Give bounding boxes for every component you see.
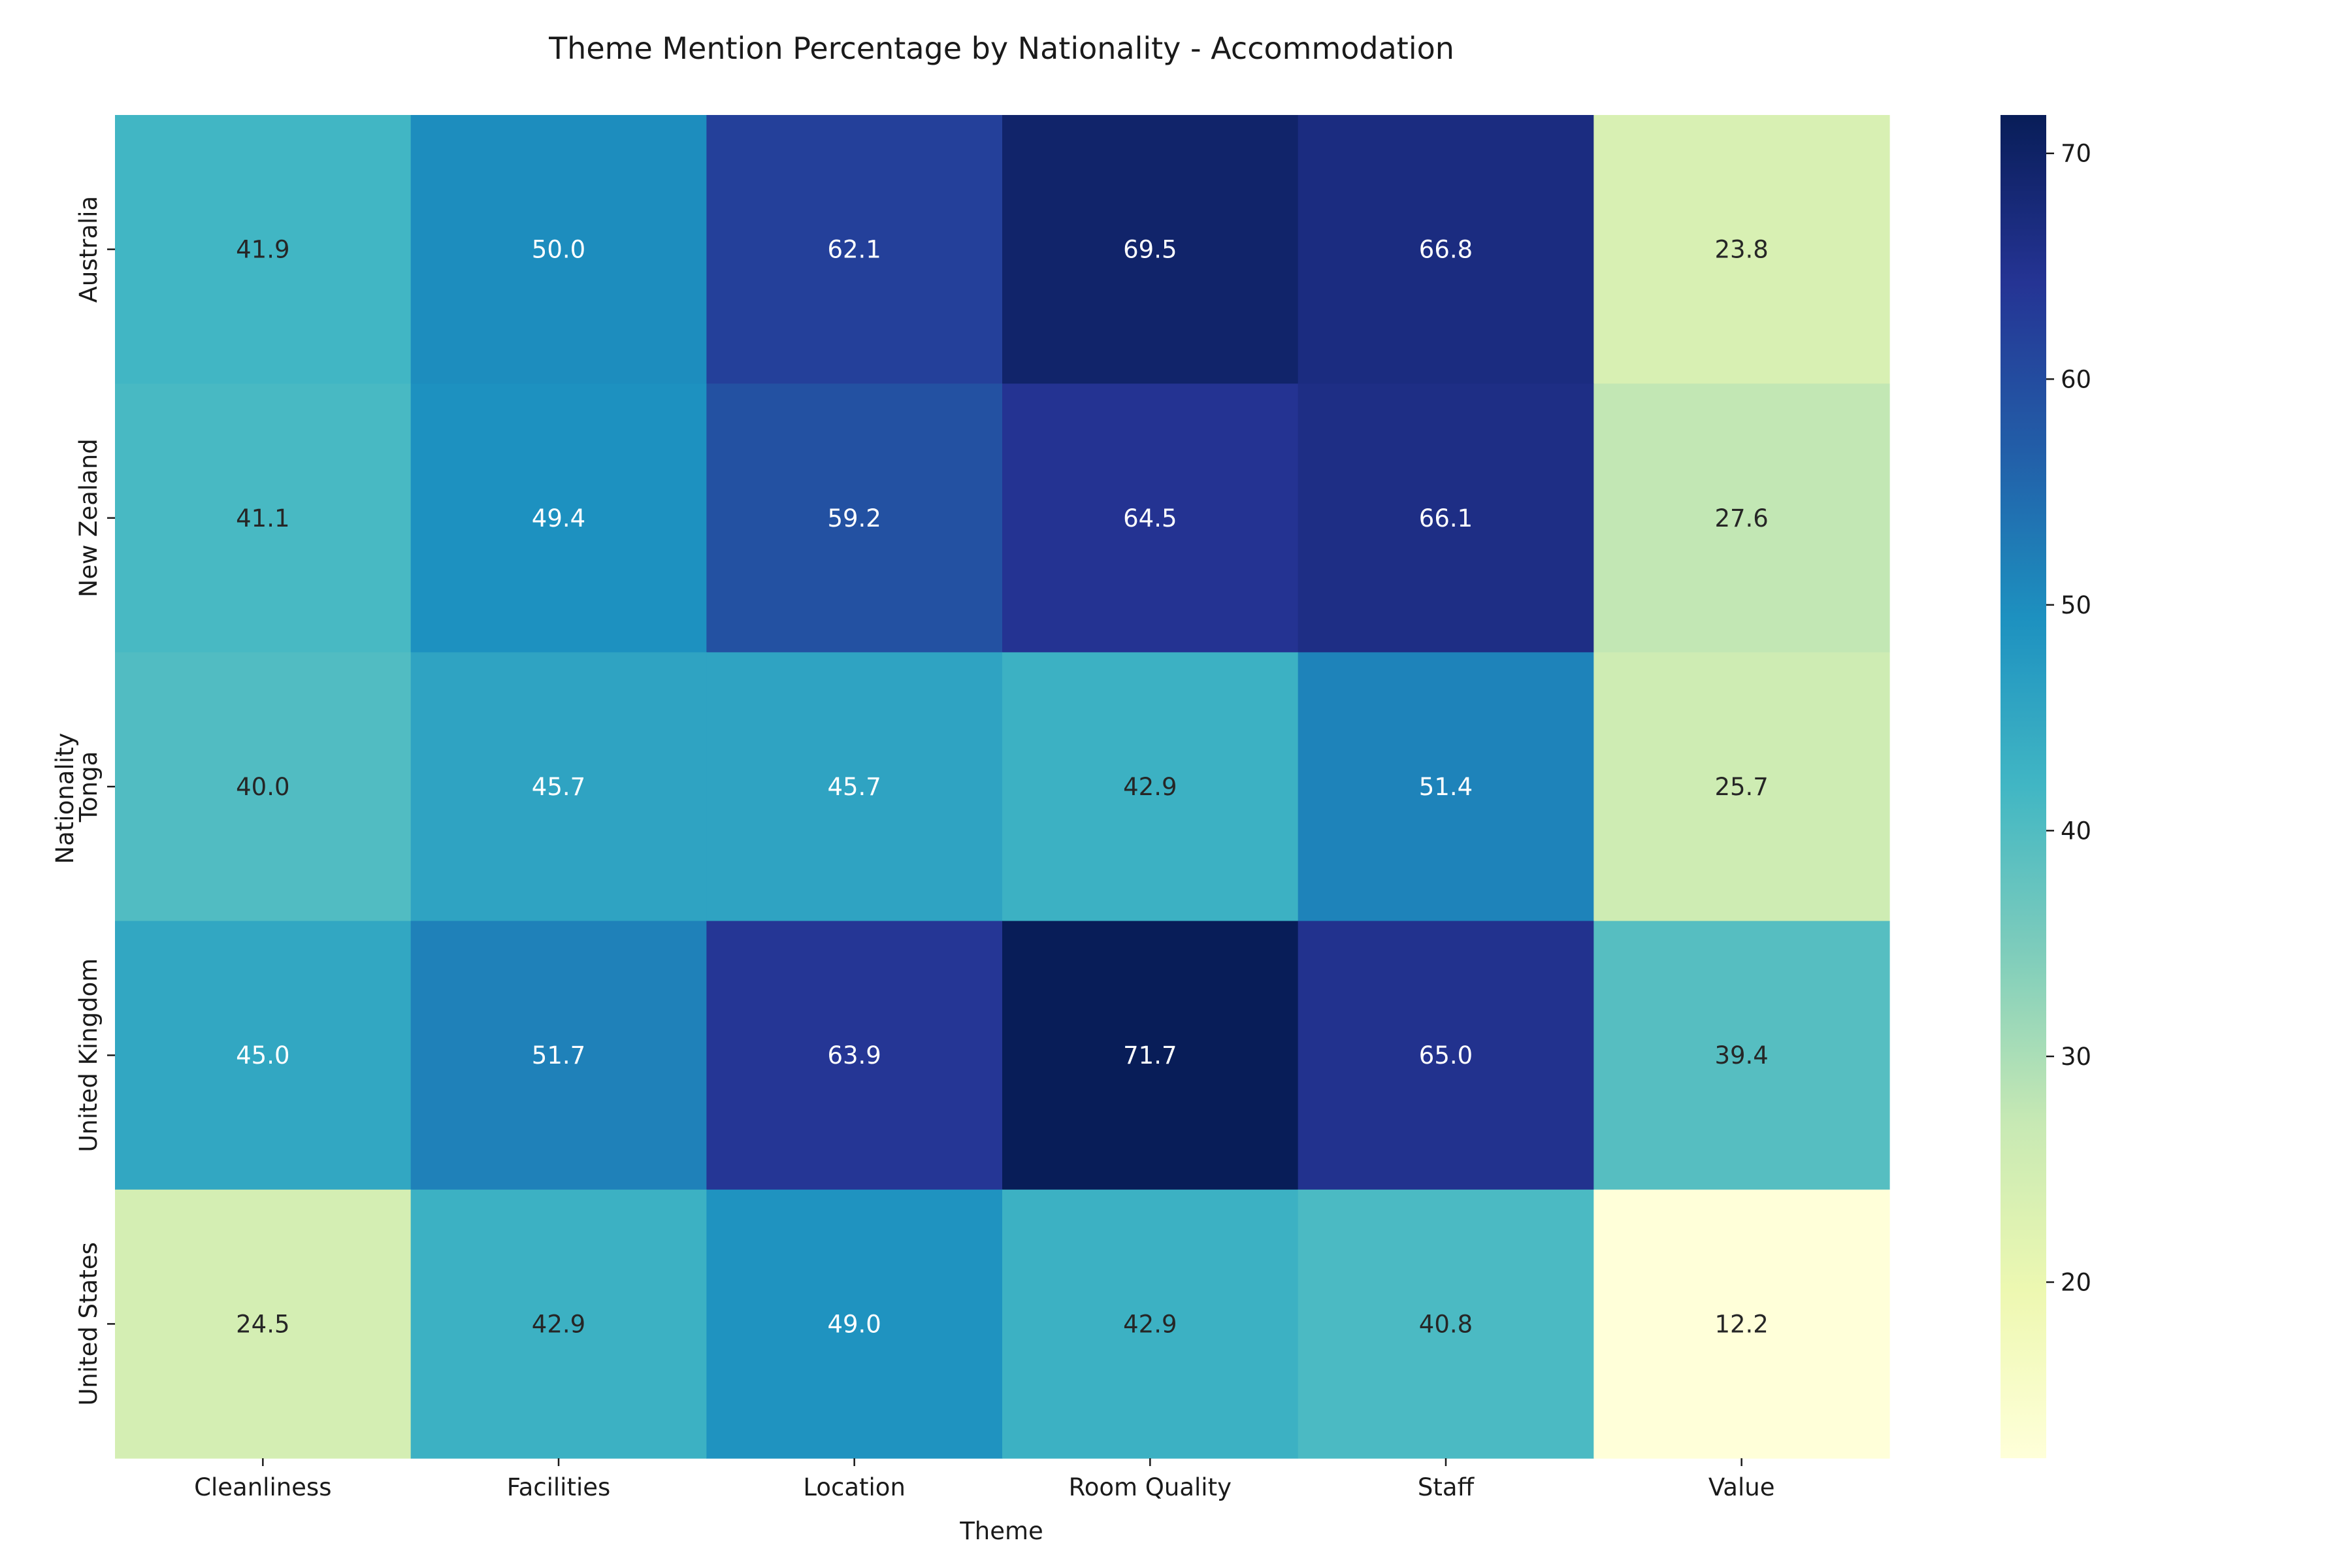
heatmap-cell: [1593, 921, 1890, 1190]
colorbar-tick-label: 50: [2061, 591, 2091, 619]
heatmap-cell: [706, 115, 1003, 384]
x-tick-label: Location: [803, 1473, 906, 1501]
x-tick-label: Cleanliness: [194, 1473, 331, 1501]
cell-value-label: 42.9: [532, 1310, 585, 1338]
cell-value-label: 62.1: [827, 236, 881, 264]
heatmap-cell: [1002, 384, 1299, 653]
heatmap-cell: [1593, 384, 1890, 653]
cell-value-label: 51.7: [532, 1041, 585, 1070]
heatmap-cell: [115, 921, 412, 1190]
colorbar-ticks: 20 30 40 50 60 70: [2046, 140, 2091, 1296]
heatmap-cells: [115, 115, 1890, 1459]
y-tick-label: Australia: [74, 196, 103, 303]
y-axis-label: Nationality: [51, 733, 79, 864]
x-tick-label: Facilities: [507, 1473, 611, 1501]
colorbar-gradient: [2001, 115, 2046, 1458]
x-tick-label: Value: [1708, 1473, 1775, 1501]
cell-value-label: 41.1: [236, 504, 289, 532]
y-tick-label: United States: [74, 1242, 103, 1406]
heatmap-cell: [706, 652, 1003, 922]
heatmap-cell: [115, 1189, 412, 1459]
cell-value-label: 12.2: [1714, 1310, 1768, 1338]
cell-value-labels: 41.9 50.0 62.1 69.5 66.8 23.8 41.1 49.4 59.2 64.5…: [236, 236, 1769, 1339]
heatmap-cell: [1002, 652, 1299, 922]
cell-value-label: 71.7: [1123, 1041, 1177, 1070]
heatmap-cell: [1002, 115, 1299, 384]
cell-value-label: 66.8: [1419, 236, 1473, 264]
cell-value-label: 51.4: [1419, 773, 1473, 801]
cell-value-label: 39.4: [1714, 1041, 1768, 1070]
cell-value-label: 23.8: [1714, 236, 1768, 264]
cell-value-label: 66.1: [1419, 504, 1473, 532]
cell-value-label: 25.7: [1714, 773, 1768, 801]
heatmap-cell: [1593, 1189, 1890, 1459]
cell-value-label: 65.0: [1419, 1041, 1473, 1070]
x-axis-label: Theme: [959, 1517, 1043, 1545]
heatmap-cell: [115, 384, 412, 653]
heatmap-cell: [706, 1189, 1003, 1459]
heatmap-cell: [1002, 921, 1299, 1190]
heatmap-cell: [1002, 1189, 1299, 1459]
heatmap-cell: [410, 1189, 707, 1459]
cell-value-label: 45.0: [236, 1041, 289, 1070]
heatmap-cell: [1298, 384, 1594, 653]
heatmap-cell: [410, 115, 707, 384]
heatmap-cell: [1593, 115, 1890, 384]
x-tick-label: Staff: [1418, 1473, 1475, 1501]
cell-value-label: 45.7: [827, 773, 881, 801]
colorbar-tick-label: 60: [2061, 365, 2091, 393]
cell-value-label: 49.4: [532, 504, 585, 532]
cell-value-label: 40.0: [236, 773, 289, 801]
heatmap-cell: [410, 384, 707, 653]
heatmap-cell: [410, 921, 707, 1190]
heatmap-cell: [1298, 921, 1594, 1190]
cell-value-label: 42.9: [1123, 773, 1177, 801]
cell-value-label: 41.9: [236, 236, 289, 264]
heatmap-cell: [1298, 115, 1594, 384]
cell-value-label: 69.5: [1123, 236, 1177, 264]
cell-value-label: 63.9: [827, 1041, 881, 1070]
cell-value-label: 27.6: [1714, 504, 1768, 532]
y-tick-label: United Kingdom: [74, 958, 103, 1152]
colorbar: 20 30 40 50 60 70: [2001, 115, 2091, 1458]
heatmap-cell: [115, 652, 412, 922]
heatmap-cell: [410, 652, 707, 922]
cell-value-label: 40.8: [1419, 1310, 1473, 1338]
heatmap-cell: [1298, 1189, 1594, 1459]
x-tick-label: Room Quality: [1069, 1473, 1232, 1501]
cell-value-label: 50.0: [532, 236, 585, 264]
cell-value-label: 42.9: [1123, 1310, 1177, 1338]
cell-value-label: 59.2: [827, 504, 881, 532]
y-tick-label: Tonga: [74, 751, 103, 823]
heatmap-cell: [1298, 652, 1594, 922]
cell-value-label: 49.0: [827, 1310, 881, 1338]
colorbar-tick-label: 30: [2061, 1043, 2091, 1071]
heatmap-cell: [706, 384, 1003, 653]
colorbar-tick-label: 20: [2061, 1268, 2091, 1296]
cell-value-label: 24.5: [236, 1310, 289, 1338]
x-axis: Cleanliness Facilities Location Room Qualit…: [194, 1458, 1774, 1501]
heatmap-cell: [115, 115, 412, 384]
heatmap-cell: [1593, 652, 1890, 922]
y-axis: Australia New Zealand Tonga United Kingdom U…: [74, 196, 115, 1406]
colorbar-tick-label: 70: [2061, 140, 2091, 168]
cell-value-label: 64.5: [1123, 504, 1177, 532]
colorbar-tick-label: 40: [2061, 817, 2091, 845]
chart-title: Theme Mention Percentage by Nationality …: [548, 31, 1454, 66]
cell-value-label: 45.7: [532, 773, 585, 801]
y-tick-label: New Zealand: [74, 438, 103, 597]
heatmap-cell: [706, 921, 1003, 1190]
